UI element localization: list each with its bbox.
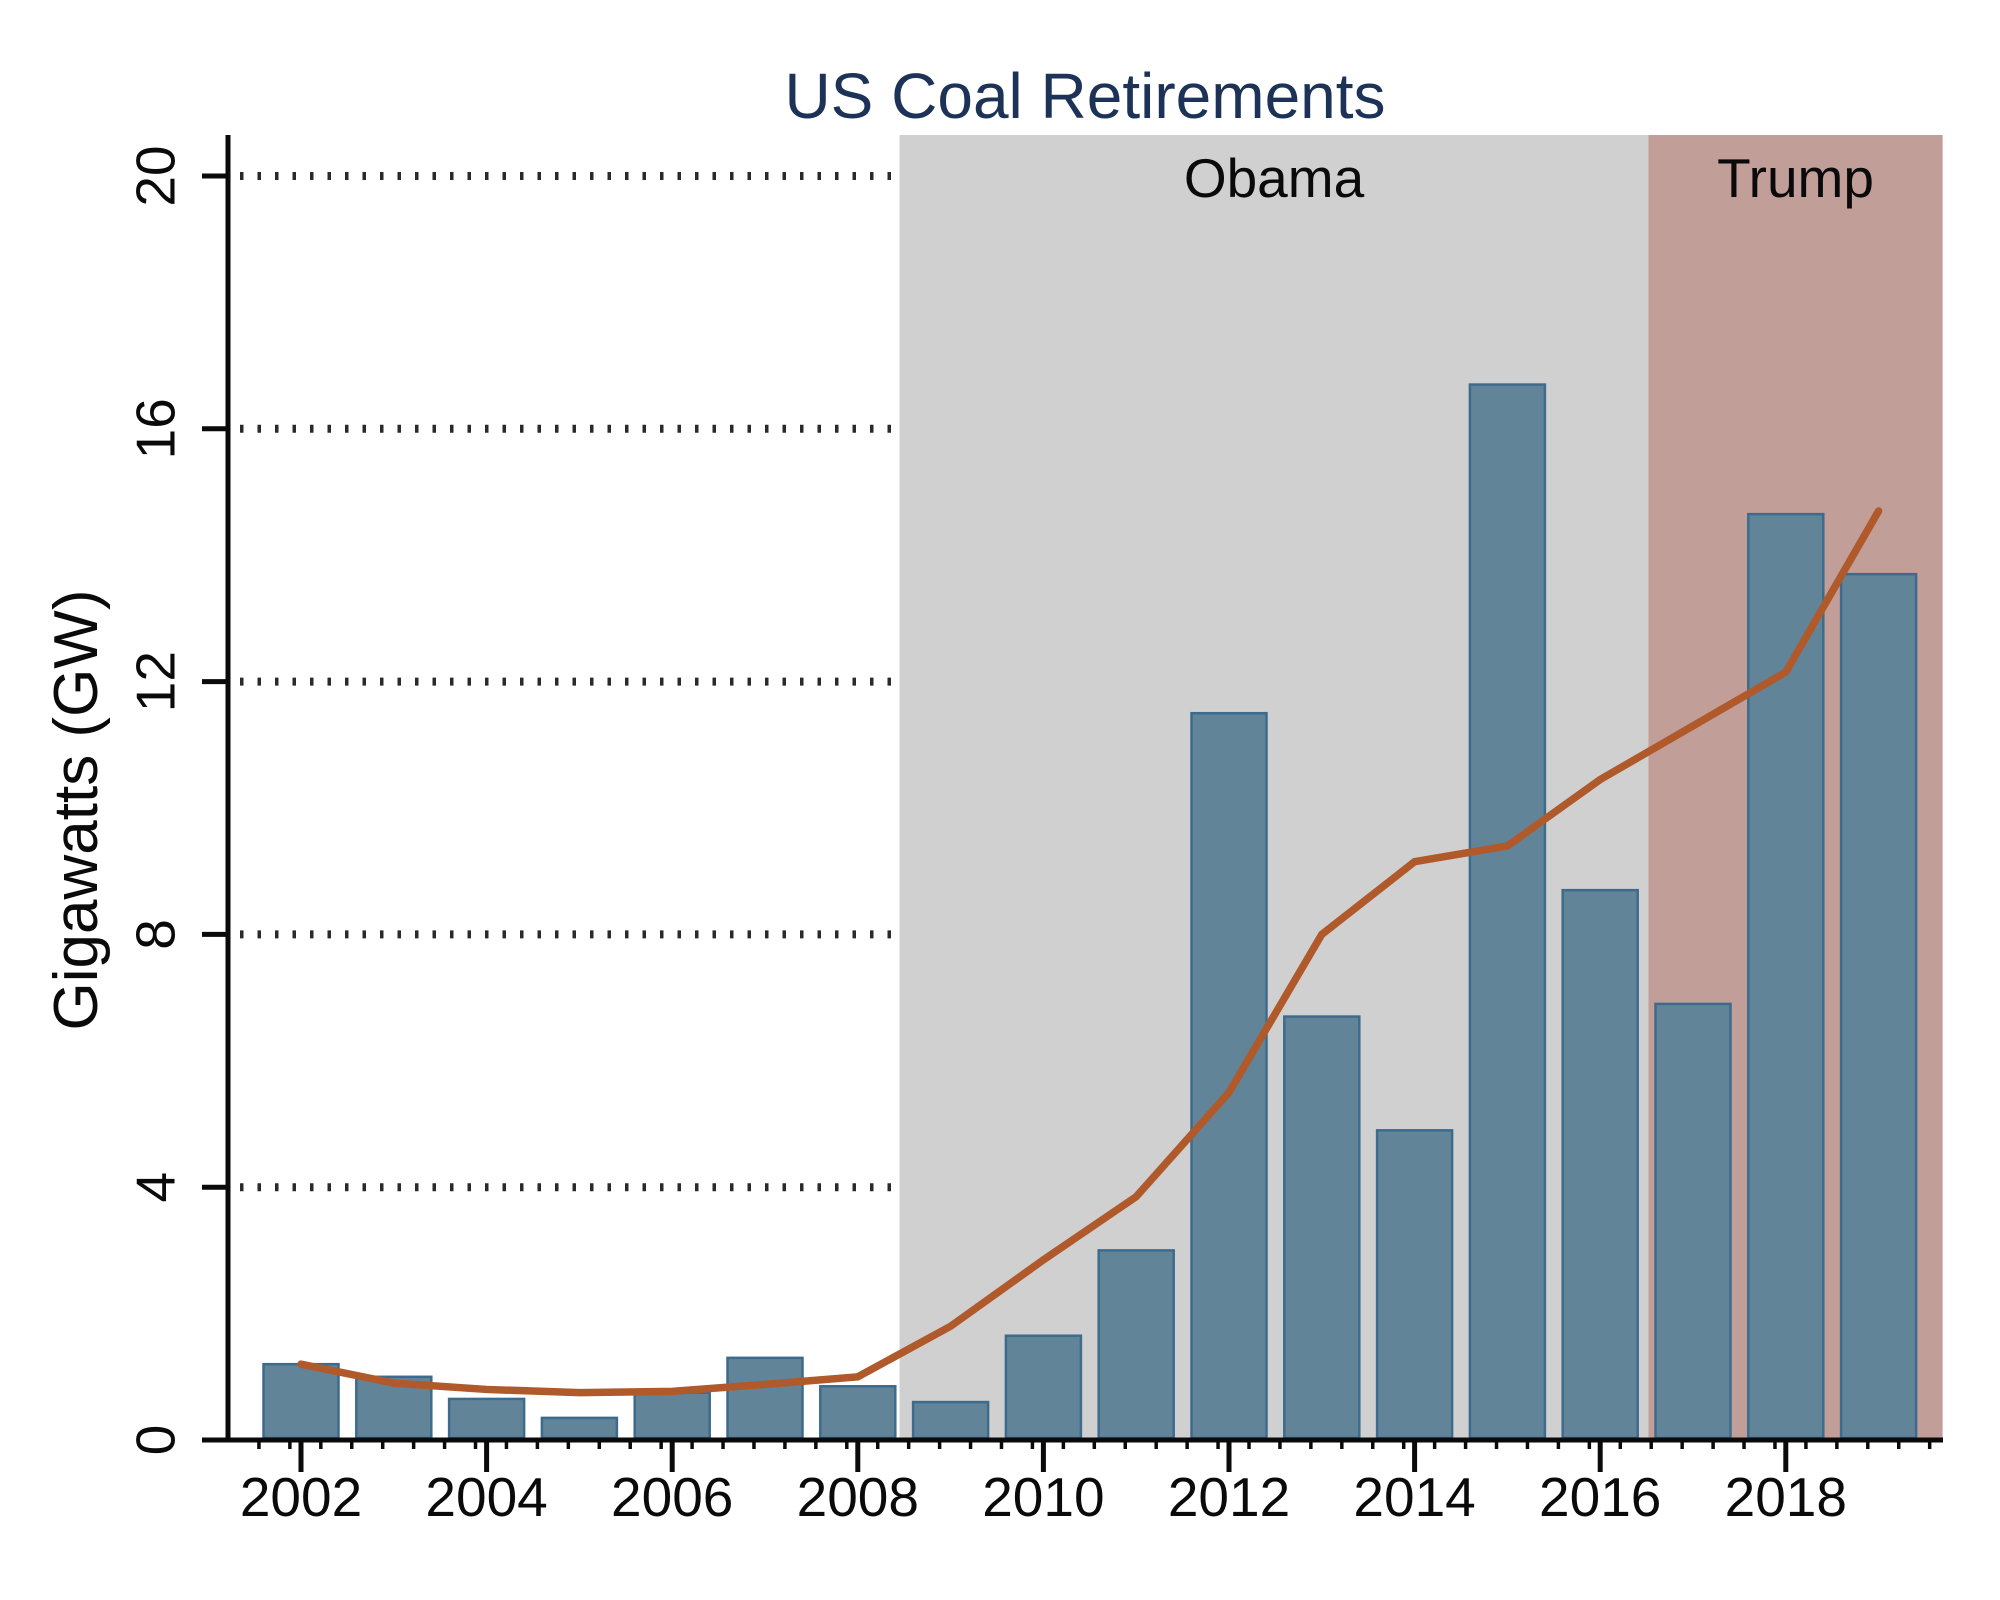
x-axis-ticks bbox=[257, 1440, 1932, 1472]
retirement-bars bbox=[262, 383, 1918, 1440]
bar-2007 bbox=[726, 1356, 804, 1440]
bar-2012 bbox=[1190, 711, 1268, 1440]
y-tick-label-20: 20 bbox=[125, 145, 187, 206]
bar-2009 bbox=[911, 1400, 990, 1440]
bar-2013 bbox=[1283, 1015, 1361, 1440]
trump-label: Trump bbox=[1717, 147, 1874, 209]
axes bbox=[225, 135, 1943, 1443]
bar-2016 bbox=[1561, 888, 1639, 1440]
x-tick-label-2004: 2004 bbox=[425, 1466, 547, 1528]
x-tick-label-2018: 2018 bbox=[1725, 1466, 1847, 1528]
bar-2004 bbox=[447, 1397, 526, 1440]
bar-2014 bbox=[1375, 1129, 1454, 1440]
y-tick-label-4: 4 bbox=[125, 1172, 187, 1203]
bar-2002 bbox=[262, 1362, 340, 1440]
chart-title: US Coal Retirements bbox=[784, 60, 1385, 132]
bar-2005 bbox=[540, 1416, 619, 1440]
bar-2006 bbox=[633, 1391, 711, 1440]
obama-label: Obama bbox=[1184, 147, 1365, 209]
bar-2018 bbox=[1747, 512, 1825, 1440]
x-tick-label-2006: 2006 bbox=[611, 1466, 733, 1528]
bar-2010 bbox=[1004, 1334, 1083, 1440]
bar-2008 bbox=[819, 1385, 897, 1440]
y-tick-label-12: 12 bbox=[125, 651, 187, 712]
trend-line bbox=[297, 507, 1883, 1397]
y-tick-label-8: 8 bbox=[125, 919, 187, 950]
bar-2015 bbox=[1468, 383, 1547, 1440]
x-tick-label-2016: 2016 bbox=[1539, 1466, 1661, 1528]
x-tick-label-2008: 2008 bbox=[797, 1466, 919, 1528]
y-axis-title: Gigawatts (GW) bbox=[42, 590, 111, 1031]
x-axis-tick-labels: 2002 2004 2006 2008 2010 2012 2014 2016 2018 bbox=[240, 1466, 1847, 1528]
x-tick-label-2002: 2002 bbox=[240, 1466, 362, 1528]
y-tick-label-16: 16 bbox=[125, 398, 187, 459]
y-axis-tick-labels: 0 4 8 12 16 20 bbox=[125, 145, 187, 1455]
x-tick-label-2010: 2010 bbox=[982, 1466, 1104, 1528]
x-tick-label-2014: 2014 bbox=[1353, 1466, 1475, 1528]
bar-2017 bbox=[1654, 1002, 1732, 1440]
y-tick-label-0: 0 bbox=[125, 1425, 187, 1456]
bar-2011 bbox=[1097, 1249, 1175, 1440]
y-axis-ticks bbox=[202, 173, 228, 1443]
bar-2019 bbox=[1839, 572, 1918, 1440]
x-tick-label-2012: 2012 bbox=[1168, 1466, 1290, 1528]
